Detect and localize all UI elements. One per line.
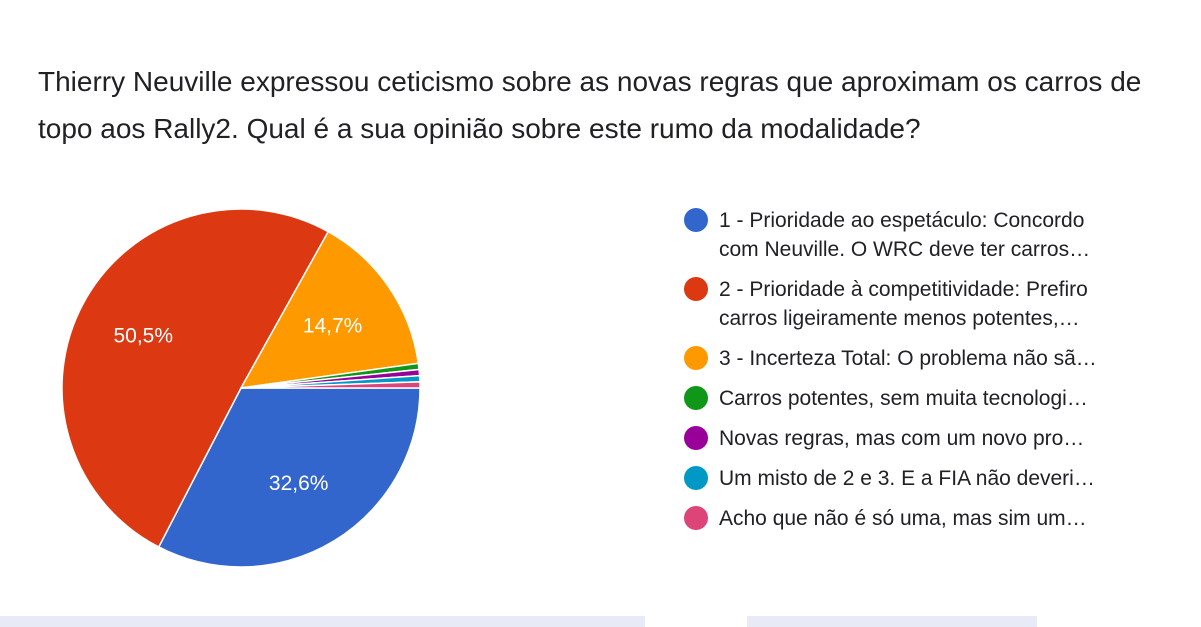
legend-label: Novas regras, mas com um novo pro… (719, 427, 1085, 450)
legend-label-line-1: 2 - Prioridade à competitividade: Prefir… (719, 278, 1088, 301)
legend-label-line-1: 1 - Prioridade ao espetáculo: Concordo (719, 209, 1085, 232)
pie-chart: 32,6% 50,5% 14,7% (61, 208, 421, 568)
legend-color-dot (684, 277, 708, 301)
legend-label-line-2: carros ligeiramente menos potentes,… (719, 307, 1080, 330)
pie-slice-1[interactable] (157, 387, 421, 568)
bottom-panel-right (747, 616, 1037, 627)
legend-item-5[interactable]: Novas regras, mas com um novo pro… (684, 424, 1164, 453)
legend-item-6[interactable]: Um misto de 2 e 3. E a FIA não deveri… (684, 464, 1164, 493)
legend-label: 1 - Prioridade ao espetáculo: Concordo co… (719, 206, 1144, 264)
legend-label: 2 - Prioridade à competitividade: Prefir… (719, 275, 1144, 333)
pie-slice-2[interactable] (61, 208, 330, 548)
legend-label: Carros potentes, sem muita tecnologi… (719, 387, 1088, 410)
pie-slice-3[interactable] (239, 230, 420, 389)
legend-color-dot (684, 208, 708, 232)
legend-color-dot (684, 426, 708, 450)
legend-item-1[interactable]: 1 - Prioridade ao espetáculo: Concordo co… (684, 206, 1164, 264)
bottom-panel-left (0, 616, 645, 627)
legend-color-dot (684, 506, 708, 530)
legend-label: 3 - Incerteza Total: O problema não sã… (719, 347, 1097, 370)
legend-item-4[interactable]: Carros potentes, sem muita tecnologi… (684, 384, 1164, 413)
chart-title: Thierry Neuville expressou ceticismo sob… (38, 66, 1142, 144)
legend-item-2[interactable]: 2 - Prioridade à competitividade: Prefir… (684, 275, 1164, 333)
legend-item-7[interactable]: Acho que não é só uma, mas sim um… (684, 504, 1164, 533)
legend-item-3[interactable]: 3 - Incerteza Total: O problema não sã… (684, 344, 1164, 373)
legend-label: Um misto de 2 e 3. E a FIA não deveri… (719, 467, 1095, 490)
legend: 1 - Prioridade ao espetáculo: Concordo co… (684, 206, 1164, 544)
slice-value-label-3: 14,7% (303, 314, 363, 337)
legend-color-dot (684, 466, 708, 490)
slice-value-label-2: 50,5% (113, 324, 173, 347)
legend-label-line-2: com Neuville. O WRC deve ter carros… (719, 238, 1091, 261)
legend-color-dot (684, 346, 708, 370)
slice-value-label-1: 32,6% (269, 472, 329, 495)
legend-label: Acho que não é só uma, mas sim um… (719, 507, 1087, 530)
legend-color-dot (684, 386, 708, 410)
pie-slice-7[interactable] (240, 381, 421, 389)
